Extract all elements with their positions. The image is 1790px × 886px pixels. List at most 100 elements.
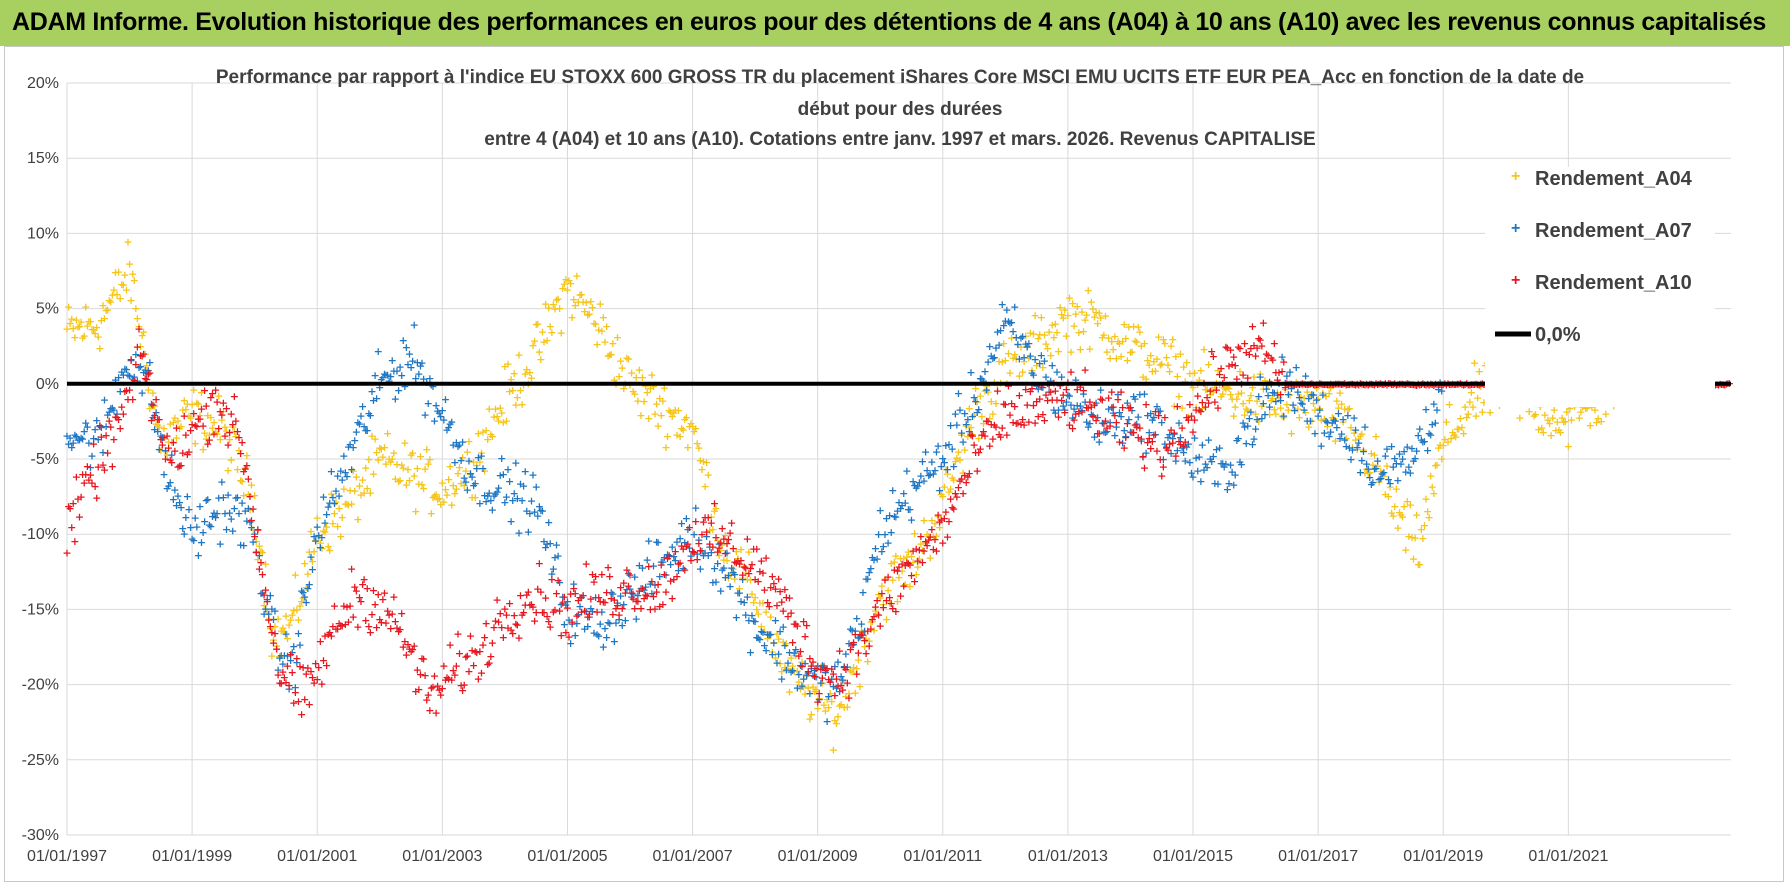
data-point-a07: + <box>658 556 667 569</box>
data-point-a04: + <box>1035 328 1044 341</box>
data-point-a07: + <box>801 657 810 670</box>
data-point-a04: + <box>97 314 106 327</box>
data-point-a10: + <box>718 522 727 535</box>
data-point-a07: + <box>1084 421 1093 434</box>
data-point-a04: + <box>1030 309 1039 322</box>
data-point-a04: + <box>269 633 278 646</box>
data-point-a04: + <box>666 406 675 419</box>
data-point-a07: + <box>1348 444 1357 457</box>
data-point-a07: + <box>349 441 358 454</box>
data-point-a10: + <box>1224 360 1233 373</box>
data-point-a07: + <box>1035 357 1044 370</box>
axes: 20%15%10%5%0%-5%-10%-15%-20%-25%-30%01/0… <box>22 75 1609 865</box>
data-point-a07: + <box>966 366 975 379</box>
data-point-a07: + <box>1027 367 1036 380</box>
data-point-a07: + <box>1041 370 1050 383</box>
data-point-a07: + <box>643 553 652 566</box>
data-point-a04: + <box>725 568 734 581</box>
data-point-a10: + <box>582 558 591 571</box>
data-point-a10: + <box>283 659 292 672</box>
data-point-a10: + <box>769 577 778 590</box>
data-point-a04: + <box>111 266 120 279</box>
data-point-a04: + <box>1048 319 1057 332</box>
data-point-a04: + <box>1109 343 1118 356</box>
data-point-a10: + <box>830 689 839 702</box>
data-point-a04: + <box>507 373 516 386</box>
data-point-a04: + <box>1529 410 1538 423</box>
data-point-a07: + <box>361 424 370 437</box>
data-point-a04: + <box>145 402 154 415</box>
data-point-a07: + <box>1309 388 1318 401</box>
data-point-a04: + <box>1127 345 1136 358</box>
data-point-a04: + <box>1201 383 1210 396</box>
data-point-a10: + <box>788 636 797 649</box>
data-point-a07: + <box>1099 426 1108 439</box>
data-point-a04: + <box>866 615 875 628</box>
data-point-a04: + <box>910 527 919 540</box>
data-point-a04: + <box>239 489 248 502</box>
data-point-a10: + <box>955 475 964 488</box>
data-point-a04: + <box>81 301 90 314</box>
data-point-a07: + <box>1284 388 1293 401</box>
data-point-a04: + <box>513 391 522 404</box>
data-point-a04: + <box>582 296 591 309</box>
data-point-a10: + <box>1209 350 1218 363</box>
data-point-a04: + <box>483 433 492 446</box>
data-point-a04: + <box>503 357 512 370</box>
data-point-a04: + <box>1267 394 1276 407</box>
data-point-a07: + <box>424 397 433 410</box>
data-point-a07: + <box>1210 477 1219 490</box>
data-point-a07: + <box>826 676 835 689</box>
data-point-a04: + <box>1448 426 1457 439</box>
data-point-a07: + <box>1365 471 1374 484</box>
data-point-a04: + <box>217 413 226 426</box>
data-point-a04: + <box>188 398 197 411</box>
data-point-a10: + <box>1115 436 1124 449</box>
data-point-a04: + <box>133 312 142 325</box>
data-point-a04: + <box>1206 388 1215 401</box>
data-point-a04: + <box>646 382 655 395</box>
data-point-a10: + <box>228 418 237 431</box>
data-point-a10: + <box>147 414 156 427</box>
data-point-a07: + <box>145 356 154 369</box>
data-point-a07: + <box>524 525 533 538</box>
data-point-a10: + <box>904 557 913 570</box>
data-point-a07: + <box>905 503 914 516</box>
data-point-a04: + <box>927 514 936 527</box>
data-point-a07: + <box>963 413 972 426</box>
data-point-a07: + <box>1204 433 1213 446</box>
data-point-a04: + <box>1407 531 1416 544</box>
data-point-a07: + <box>572 617 581 630</box>
data-point-a10: + <box>349 611 358 624</box>
data-point-a07: + <box>735 587 744 600</box>
data-point-a04: + <box>164 436 173 449</box>
data-point-a07: + <box>1292 361 1301 374</box>
data-point-a04: + <box>1131 334 1140 347</box>
data-point-a04: + <box>425 453 434 466</box>
data-point-a10: + <box>519 606 528 619</box>
data-point-a10: + <box>1235 342 1244 355</box>
data-point-a04: + <box>195 409 204 422</box>
data-point-a07: + <box>780 639 789 652</box>
data-point-a10: + <box>1112 416 1121 429</box>
data-point-a04: + <box>599 311 608 324</box>
data-point-a10: + <box>233 425 242 438</box>
data-point-a07: + <box>1062 395 1071 408</box>
data-point-a07: + <box>202 494 211 507</box>
data-point-a07: + <box>397 369 406 382</box>
data-point-a10: + <box>929 543 938 556</box>
data-point-a04: + <box>636 409 645 422</box>
data-point-a10: + <box>1051 384 1060 397</box>
data-point-a04: + <box>1303 385 1312 398</box>
data-point-a04: + <box>392 458 401 471</box>
data-point-a10: + <box>242 459 251 472</box>
data-point-a04: + <box>1198 402 1207 415</box>
data-point-a04: + <box>796 682 805 695</box>
data-point-a04: + <box>403 463 412 476</box>
data-point-a07: + <box>578 589 587 602</box>
data-point-a04: + <box>738 571 747 584</box>
data-point-a10: + <box>550 604 559 617</box>
data-point-a10: + <box>654 578 663 591</box>
data-point-a04: + <box>629 385 638 398</box>
data-point-a10: + <box>840 661 849 674</box>
